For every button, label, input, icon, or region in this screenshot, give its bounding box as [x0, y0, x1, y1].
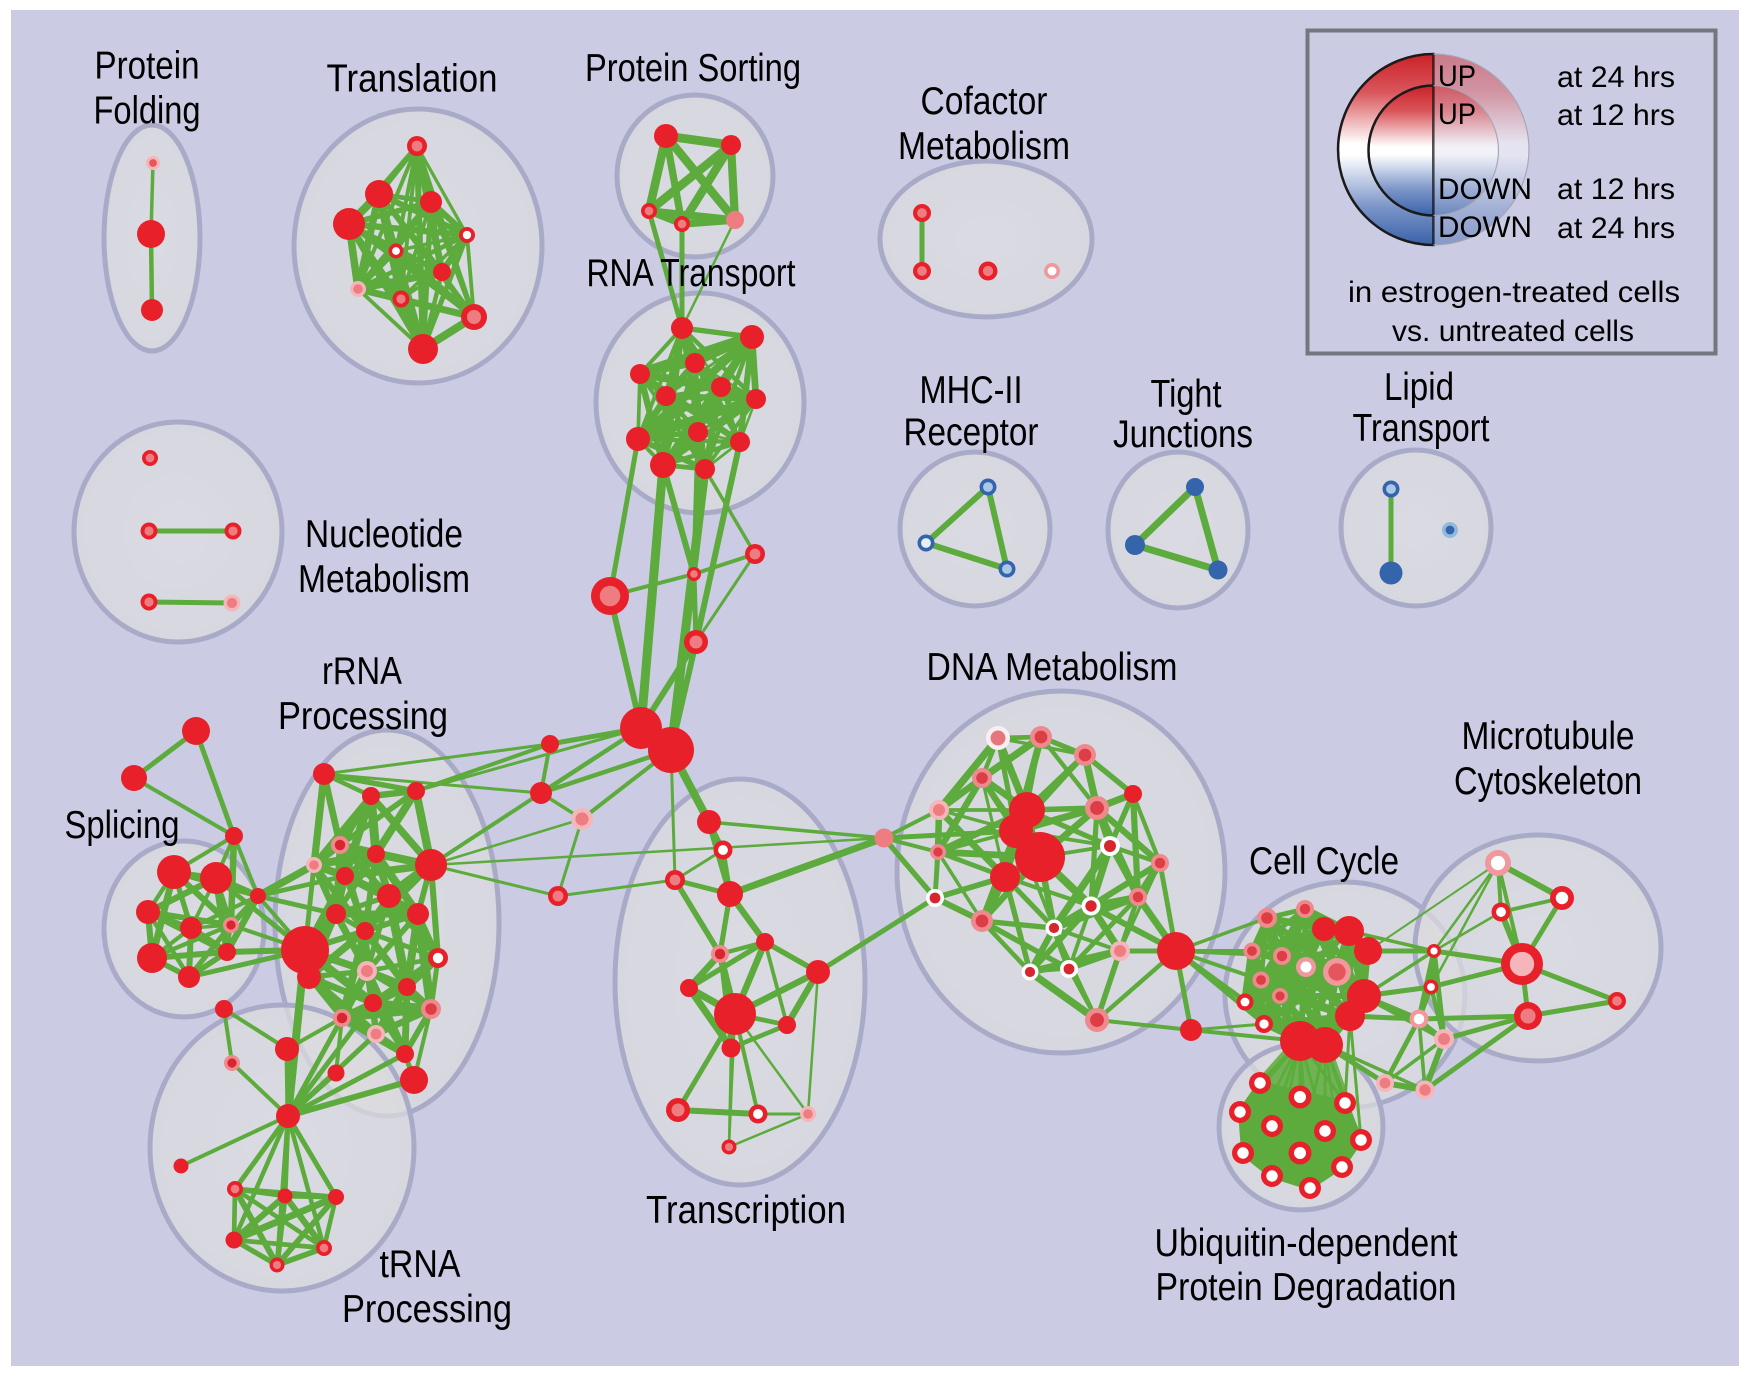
svg-text:tRNA: tRNA	[380, 1243, 461, 1286]
svg-text:Cell Cycle: Cell Cycle	[1249, 840, 1399, 883]
svg-text:Folding: Folding	[94, 90, 201, 133]
svg-text:at 24 hrs: at 24 hrs	[1557, 61, 1675, 94]
svg-text:Protein Sorting: Protein Sorting	[585, 47, 801, 90]
svg-text:Metabolism: Metabolism	[898, 125, 1070, 168]
svg-text:Translation: Translation	[327, 58, 498, 101]
svg-text:rRNA: rRNA	[322, 650, 402, 693]
svg-text:Protein Degradation: Protein Degradation	[1156, 1266, 1457, 1309]
svg-text:Processing: Processing	[342, 1288, 512, 1331]
svg-text:Ubiquitin-dependent: Ubiquitin-dependent	[1155, 1222, 1458, 1265]
svg-text:Processing: Processing	[278, 695, 448, 738]
svg-text:Junctions: Junctions	[1113, 413, 1253, 456]
svg-text:at 12 hrs: at 12 hrs	[1557, 99, 1675, 132]
svg-text:UP: UP	[1438, 98, 1476, 131]
svg-text:vs. untreated cells: vs. untreated cells	[1392, 315, 1634, 348]
svg-text:at 12 hrs: at 12 hrs	[1557, 173, 1675, 206]
svg-text:Tight: Tight	[1151, 373, 1222, 416]
svg-text:Transcription: Transcription	[646, 1189, 846, 1232]
svg-text:Splicing: Splicing	[65, 804, 180, 847]
svg-text:RNA Transport: RNA Transport	[587, 252, 796, 295]
svg-text:Nucleotide: Nucleotide	[305, 513, 463, 556]
svg-text:DOWN: DOWN	[1438, 173, 1532, 206]
svg-text:Transport: Transport	[1353, 407, 1490, 450]
svg-text:DOWN: DOWN	[1438, 211, 1532, 244]
svg-text:at 24 hrs: at 24 hrs	[1557, 212, 1675, 245]
svg-text:UP: UP	[1438, 60, 1476, 93]
svg-text:Metabolism: Metabolism	[298, 558, 470, 601]
svg-text:Receptor: Receptor	[904, 411, 1039, 454]
svg-text:Cofactor: Cofactor	[921, 80, 1048, 123]
svg-text:MHC-II: MHC-II	[920, 369, 1023, 412]
svg-text:DNA Metabolism: DNA Metabolism	[927, 646, 1178, 689]
svg-text:Lipid: Lipid	[1384, 366, 1454, 409]
svg-text:in estrogen-treated cells: in estrogen-treated cells	[1348, 276, 1680, 309]
svg-text:Cytoskeleton: Cytoskeleton	[1454, 760, 1642, 803]
svg-text:Protein: Protein	[95, 45, 200, 88]
svg-text:Microtubule: Microtubule	[1462, 715, 1635, 758]
